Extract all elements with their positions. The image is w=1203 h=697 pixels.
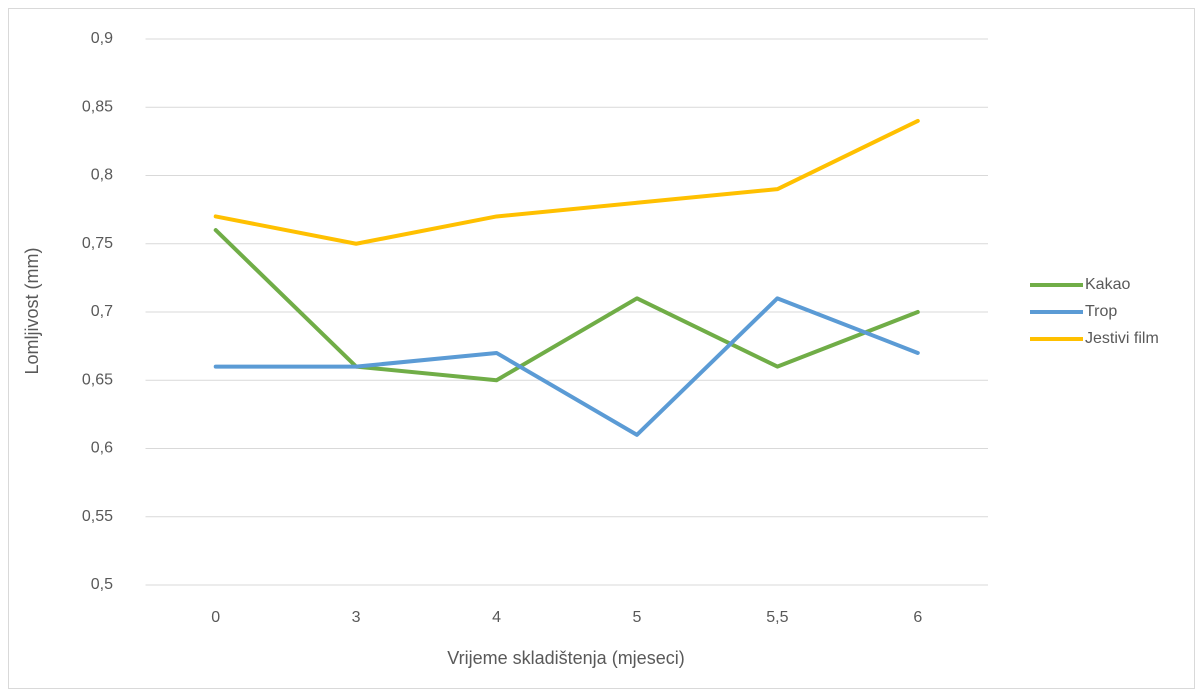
x-tick-label: 3 xyxy=(352,609,361,626)
y-tick-label: 0,9 xyxy=(91,30,113,47)
y-tick-label: 0,8 xyxy=(91,167,113,184)
y-tick-label: 0,75 xyxy=(82,235,113,252)
y-tick-label: 0,55 xyxy=(82,508,113,525)
x-tick-label: 0 xyxy=(211,609,220,626)
legend-label: Trop xyxy=(1085,303,1117,320)
line-series xyxy=(213,118,920,246)
line-series xyxy=(213,228,920,383)
y-tick-label: 0,5 xyxy=(91,576,113,593)
legend-label: Kakao xyxy=(1085,276,1130,293)
line-series xyxy=(213,296,920,437)
x-tick-label: 6 xyxy=(913,609,922,626)
x-axis-title: Vrijeme skladištenja (mjeseci) xyxy=(447,648,684,668)
x-tick-label: 5 xyxy=(633,609,642,626)
legend-label: Jestivi film xyxy=(1085,330,1159,347)
chart-frame xyxy=(8,8,1195,689)
y-tick-label: 0,85 xyxy=(82,98,113,115)
y-tick-label: 0,6 xyxy=(91,440,113,457)
y-tick-label: 0,7 xyxy=(91,303,113,320)
x-tick-label: 4 xyxy=(492,609,501,626)
y-tick-label: 0,65 xyxy=(82,371,113,388)
x-tick-label: 5,5 xyxy=(766,609,788,626)
y-axis-title: Lomljivost (mm) xyxy=(22,247,42,374)
